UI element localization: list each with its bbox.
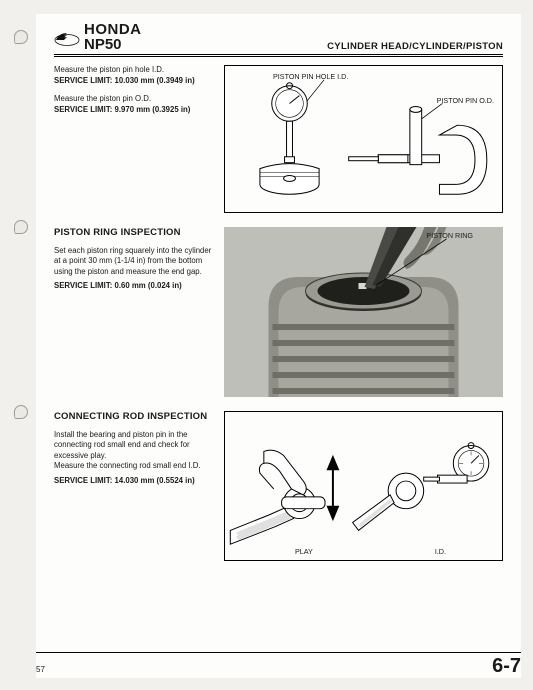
s3-body2: Measure the connecting rod small end I.D… [54, 461, 214, 472]
figure-piston-ring: PISTON RING [224, 227, 503, 397]
s3-limit-label: SERVICE LIMIT: [54, 476, 112, 485]
s1-limit2-label: SERVICE LIMIT: [54, 105, 112, 114]
figure-piston-pin: PISTON PIN HOLE I.D. PISTON PIN O.D. [224, 65, 503, 213]
section-connecting-rod: CONNECTING ROD INSPECTION Install the be… [54, 411, 503, 561]
callout-piston-ring: PISTON RING [426, 231, 473, 240]
section-title: CYLINDER HEAD/CYLINDER/PISTON [327, 41, 503, 52]
callout-pin-od: PISTON PIN O.D. [437, 96, 494, 105]
section3-text: CONNECTING ROD INSPECTION Install the be… [54, 411, 214, 561]
s1-limit1-label: SERVICE LIMIT: [54, 76, 112, 85]
s1-line2: Measure the piston pin O.D. [54, 94, 214, 105]
callout-id: I.D. [435, 547, 446, 556]
wing-icon [54, 27, 80, 47]
callout-play: PLAY [295, 547, 313, 556]
callout-pin-hole: PISTON PIN HOLE I.D. [273, 72, 348, 81]
s2-body: Set each piston ring squarely into the c… [54, 246, 214, 278]
header-rule [54, 56, 503, 57]
section2-text: PISTON RING INSPECTION Set each piston r… [54, 227, 214, 397]
s3-limit-value: 14.030 mm (0.5524 in) [115, 476, 195, 485]
figure1-svg [225, 66, 502, 212]
figure2-svg [224, 227, 503, 397]
binder-holes [10, 0, 28, 690]
brand-model: NP50 [84, 37, 142, 52]
section-piston-pin: Measure the piston pin hole I.D. SERVICE… [54, 65, 503, 213]
page: HONDA NP50 CYLINDER HEAD/CYLINDER/PISTON… [36, 14, 521, 678]
s2-limit-label: SERVICE LIMIT: [54, 281, 112, 290]
section-piston-ring: PISTON RING INSPECTION Set each piston r… [54, 227, 503, 397]
s1-limit2-value: 9.970 mm (0.3925 in) [115, 105, 191, 114]
s2-heading: PISTON RING INSPECTION [54, 227, 214, 240]
page-footer: 57 6-7 [36, 652, 521, 678]
s1-line1: Measure the piston pin hole I.D. [54, 65, 214, 76]
s3-heading: CONNECTING ROD INSPECTION [54, 411, 214, 424]
brand-block: HONDA NP50 [54, 22, 142, 52]
brand-name: HONDA [84, 22, 142, 37]
figure3-svg [225, 412, 502, 560]
section1-text: Measure the piston pin hole I.D. SERVICE… [54, 65, 214, 213]
page-number: 57 [36, 665, 45, 674]
figure-connecting-rod: PLAY I.D. [224, 411, 503, 561]
page-header: HONDA NP50 CYLINDER HEAD/CYLINDER/PISTON [54, 22, 503, 55]
section-page: 6-7 [492, 655, 521, 678]
s3-body1: Install the bearing and piston pin in th… [54, 430, 214, 462]
s1-limit1-value: 10.030 mm (0.3949 in) [115, 76, 195, 85]
s2-limit-value: 0.60 mm (0.024 in) [115, 281, 182, 290]
